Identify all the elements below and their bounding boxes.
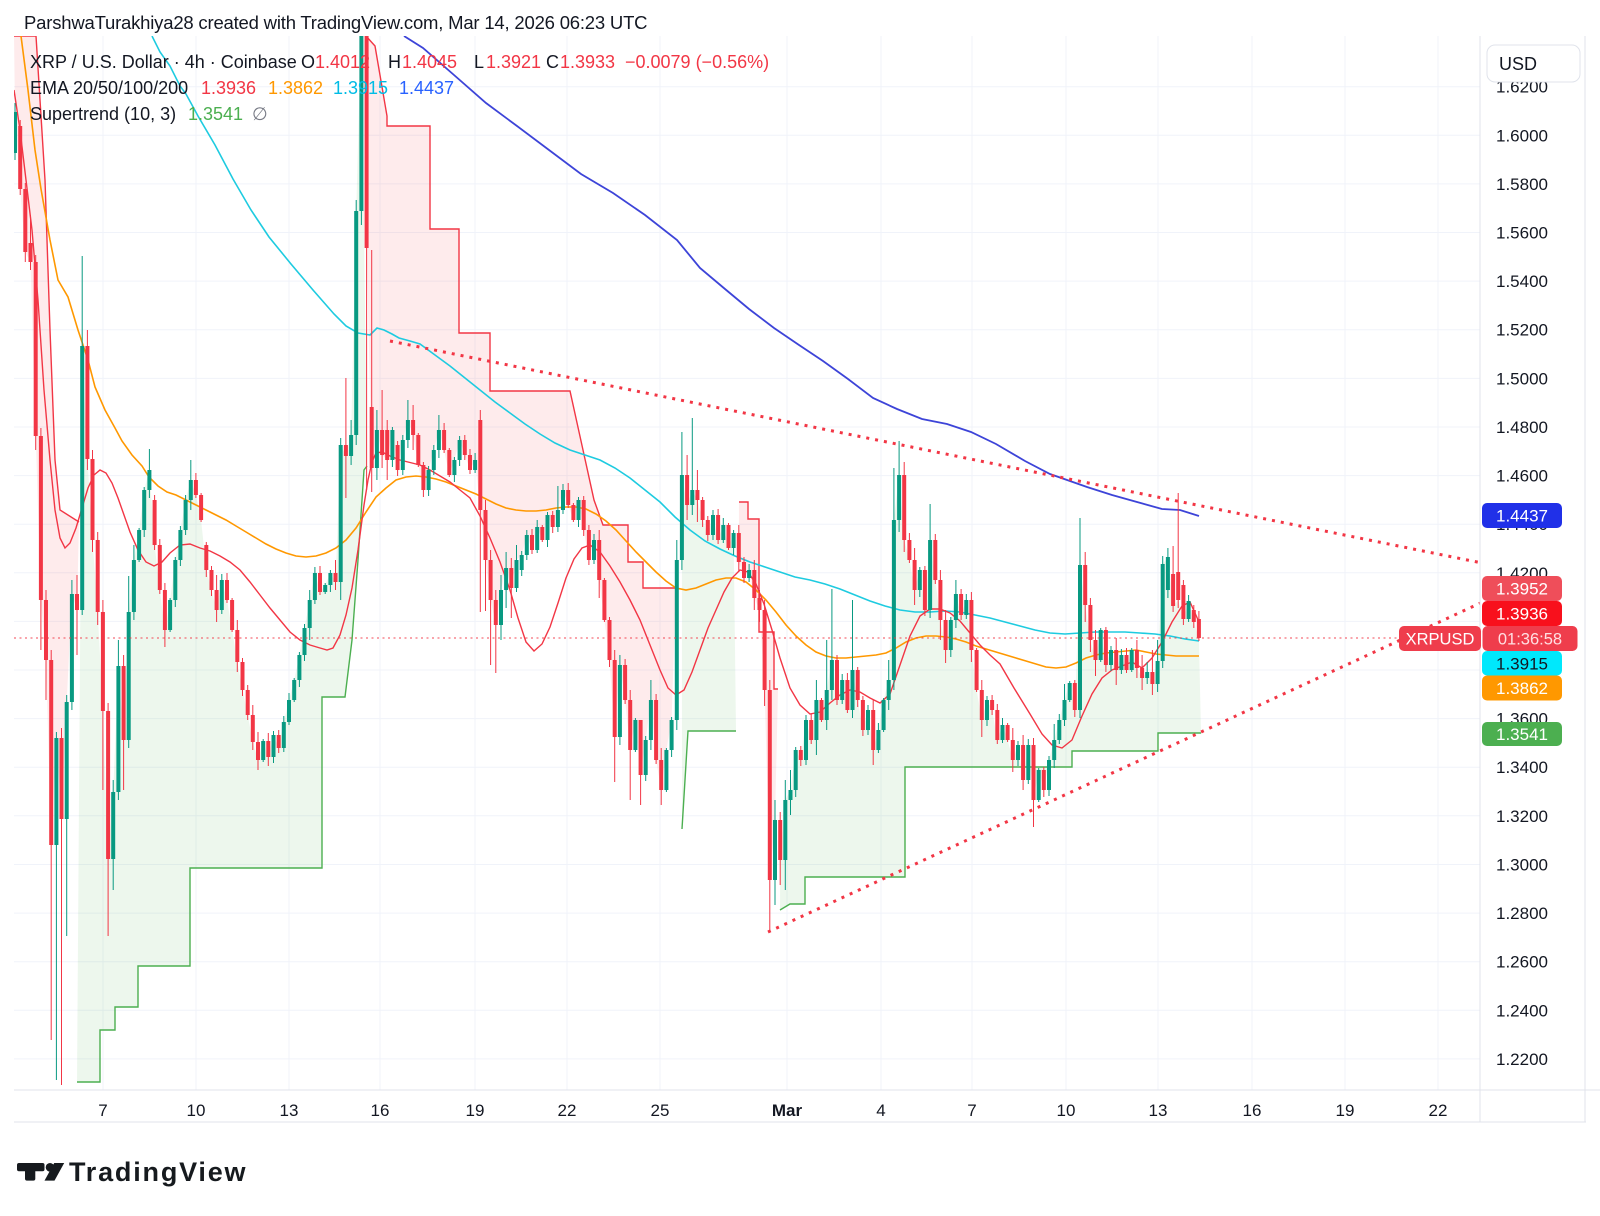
svg-text:1.3936: 1.3936: [1496, 605, 1548, 624]
svg-text:7: 7: [98, 1101, 107, 1120]
svg-text:1.6000: 1.6000: [1496, 126, 1548, 145]
svg-text:1.2400: 1.2400: [1496, 1001, 1548, 1020]
svg-text:4: 4: [876, 1101, 885, 1120]
svg-text:16: 16: [1243, 1101, 1262, 1120]
svg-text:1.3200: 1.3200: [1496, 807, 1548, 826]
svg-text:USD: USD: [1499, 54, 1537, 74]
svg-text:1.3862: 1.3862: [1496, 679, 1548, 698]
svg-text:13: 13: [1149, 1101, 1168, 1120]
svg-text:1.5000: 1.5000: [1496, 369, 1548, 388]
svg-text:16: 16: [371, 1101, 390, 1120]
svg-text:1.3952: 1.3952: [1496, 580, 1548, 599]
svg-text:1.5400: 1.5400: [1496, 272, 1548, 291]
svg-text:25: 25: [651, 1101, 670, 1120]
svg-text:1.2800: 1.2800: [1496, 904, 1548, 923]
svg-text:1.5600: 1.5600: [1496, 224, 1548, 243]
svg-text:1.2200: 1.2200: [1496, 1050, 1548, 1069]
svg-text:19: 19: [466, 1101, 485, 1120]
svg-text:13: 13: [280, 1101, 299, 1120]
svg-text:1.3000: 1.3000: [1496, 856, 1548, 875]
svg-text:XRP / U.S. Dollar · 4h · Coinb: XRP / U.S. Dollar · 4h · Coinbase O1.4012…: [30, 52, 769, 72]
svg-text:1.4800: 1.4800: [1496, 418, 1548, 437]
svg-text:1.5200: 1.5200: [1496, 321, 1548, 340]
svg-text:1.5800: 1.5800: [1496, 175, 1548, 194]
svg-text:XRPUSD: XRPUSD: [1406, 631, 1475, 649]
svg-text:10: 10: [187, 1101, 206, 1120]
svg-text:01:36:58: 01:36:58: [1498, 631, 1562, 649]
svg-text:ParshwaTurakhiya28 created wit: ParshwaTurakhiya28 created with TradingV…: [24, 12, 647, 33]
svg-text:TradingView: TradingView: [69, 1157, 247, 1187]
svg-text:1.3400: 1.3400: [1496, 758, 1548, 777]
svg-text:10: 10: [1057, 1101, 1076, 1120]
svg-text:Mar: Mar: [772, 1101, 803, 1120]
svg-text:7: 7: [967, 1101, 976, 1120]
svg-text:1.3915: 1.3915: [1496, 654, 1548, 673]
svg-text:19: 19: [1336, 1101, 1355, 1120]
svg-text:22: 22: [1429, 1101, 1448, 1120]
svg-text:1.4437: 1.4437: [1496, 507, 1548, 526]
svg-text:1.2600: 1.2600: [1496, 953, 1548, 972]
svg-text:Supertrend (10, 3)1.3541∅: Supertrend (10, 3) 1.3541 ∅: [30, 104, 268, 124]
svg-text:22: 22: [558, 1101, 577, 1120]
svg-text:1.3541: 1.3541: [1496, 725, 1548, 744]
svg-text:1.4600: 1.4600: [1496, 467, 1548, 486]
